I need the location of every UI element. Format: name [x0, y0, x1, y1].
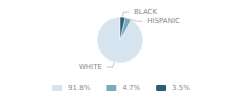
svg-text:WHITE: WHITE: [79, 63, 102, 71]
svg-text:91.8%: 91.8%: [68, 84, 91, 92]
svg-text:3.5%: 3.5%: [172, 84, 190, 92]
svg-text:BLACK: BLACK: [134, 8, 157, 16]
svg-text:HISPANIC: HISPANIC: [147, 17, 180, 25]
svg-text:4.7%: 4.7%: [122, 84, 140, 92]
